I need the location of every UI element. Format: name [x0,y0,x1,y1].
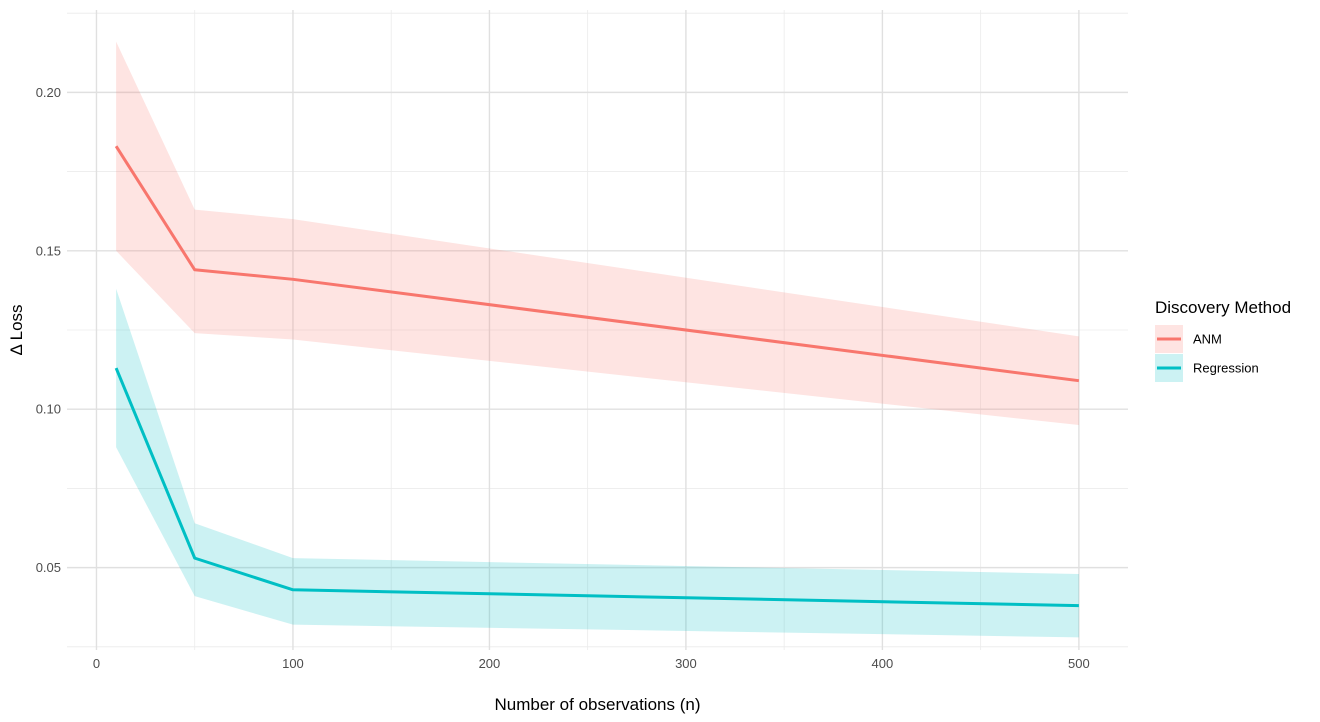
legend: Discovery Method ANM Regression [1155,298,1291,382]
legend-title: Discovery Method [1155,298,1291,317]
y-tick-label: 0.10 [36,402,61,417]
ribbons [116,41,1079,638]
legend-item-regression: Regression [1155,354,1259,382]
y-axis-title: Δ Loss [7,304,26,355]
x-tick-label: 200 [479,656,501,671]
legend-label-anm: ANM [1193,332,1222,347]
x-tick-label: 100 [282,656,304,671]
x-tick-label: 400 [872,656,894,671]
legend-items: ANM Regression [1155,325,1259,382]
y-tick-label: 0.15 [36,243,61,258]
y-tick-label: 0.20 [36,85,61,100]
series-lines [114,145,1080,608]
legend-item-anm: ANM [1155,325,1222,353]
tick-labels: 0 100 200 300 400 500 0.05 0.10 0.15 0.20 [36,85,1090,671]
legend-label-regression: Regression [1193,361,1259,376]
x-tick-label: 0 [93,656,100,671]
ribbon-anm [116,41,1079,426]
x-tick-label: 300 [675,656,697,671]
line-anm [114,145,1080,383]
y-tick-label: 0.05 [36,560,61,575]
line-regression [114,367,1079,608]
x-axis-title: Number of observations (n) [495,695,701,714]
x-tick-label: 500 [1068,656,1090,671]
